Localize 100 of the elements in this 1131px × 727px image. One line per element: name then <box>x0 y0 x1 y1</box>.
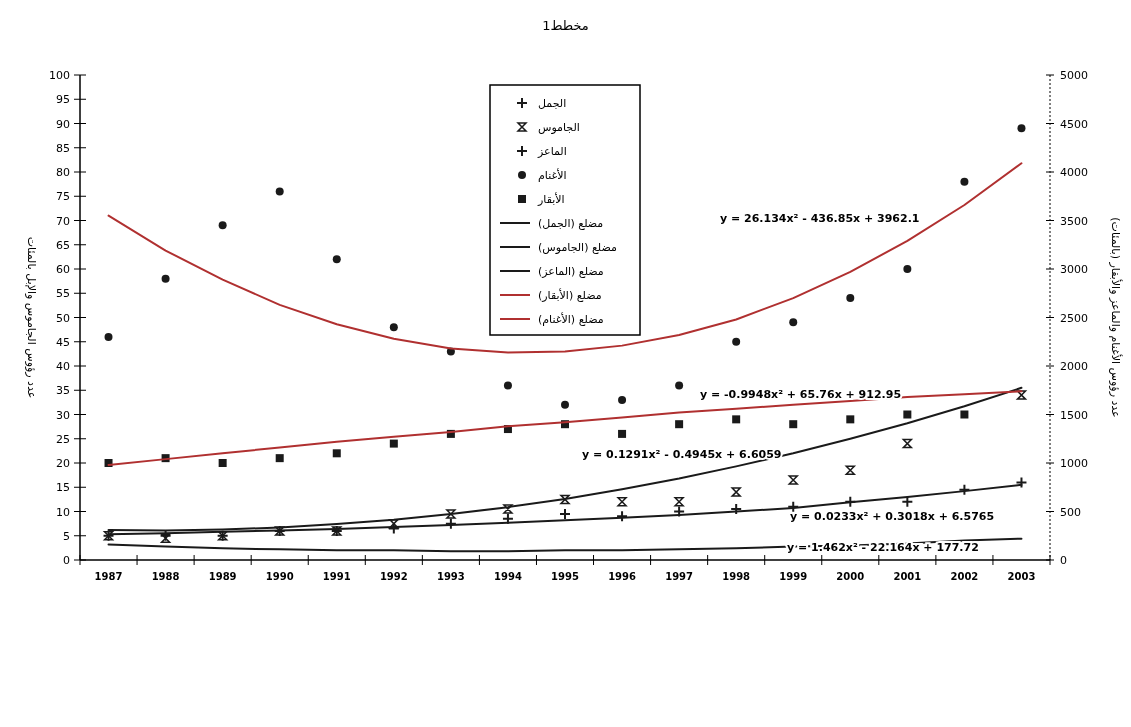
point <box>218 459 227 467</box>
point <box>501 512 514 525</box>
y2-tick-label: 3000 <box>1060 263 1088 276</box>
x-tick-label: 1994 <box>494 571 522 582</box>
point <box>275 454 284 463</box>
point <box>789 318 798 327</box>
y2-tick-label: 4000 <box>1060 166 1088 179</box>
y-axis-title: عدد رؤوس الجاموس والإبل بالمئات <box>25 236 38 399</box>
x-tick-label: 2002 <box>950 571 979 582</box>
y-tick-label: 60 <box>56 263 70 276</box>
point <box>1016 390 1027 400</box>
x-tick-label: 1992 <box>379 571 408 582</box>
point <box>789 420 798 429</box>
y-tick-label: 30 <box>56 408 70 422</box>
y-tick-label: 85 <box>56 141 70 155</box>
point <box>732 337 741 346</box>
y-tick-label: 100 <box>49 69 70 82</box>
point <box>160 533 171 543</box>
point <box>1017 124 1026 133</box>
point <box>731 487 741 497</box>
point <box>618 395 627 404</box>
y-tick-label: 80 <box>56 166 70 179</box>
point <box>503 504 513 514</box>
point <box>787 500 800 513</box>
y2-tick-label: 4500 <box>1060 117 1088 131</box>
point <box>104 332 113 341</box>
point <box>444 517 457 530</box>
y2-tick-label: 5000 <box>1060 69 1088 82</box>
y2-tick-label: 2500 <box>1060 311 1088 325</box>
point <box>616 510 629 523</box>
point <box>389 439 398 448</box>
y-tick-label: 90 <box>56 117 70 131</box>
y-tick-label: 35 <box>56 384 70 398</box>
y-tick-label: 55 <box>56 287 70 301</box>
point <box>618 429 627 438</box>
x-tick-label: 1991 <box>322 571 351 582</box>
x-tick-label: 1998 <box>722 571 751 582</box>
point <box>845 465 856 476</box>
y2-tick-label: 0 <box>1060 554 1067 567</box>
y-tick-label: 40 <box>56 360 70 373</box>
legend-label: الأغنام <box>538 168 567 182</box>
x-tick-label: 1997 <box>665 571 694 582</box>
x-tick-label: 1990 <box>265 571 294 582</box>
x-tick-label: 1989 <box>208 571 237 582</box>
y2-tick-label: 1500 <box>1060 408 1088 422</box>
annotation: y = -0.9948x² + 65.76x + 912.95 <box>700 388 902 401</box>
legend-label: الجاموس <box>538 121 580 134</box>
y-tick-label: 10 <box>56 505 70 519</box>
y-tick-label: 5 <box>63 529 70 543</box>
point <box>275 187 284 196</box>
y-tick-label: 15 <box>56 481 70 495</box>
legend-label: مضلع (الأبقار) <box>538 288 602 302</box>
x-tick-label: 1987 <box>94 571 123 582</box>
point <box>503 381 512 390</box>
legend-label: الجمل <box>538 97 567 110</box>
y-tick-label: 65 <box>56 238 70 252</box>
y2-axis-title: عدد رؤوس الأغنام والماعز والأبقار (بالمئات) <box>1109 217 1123 418</box>
point <box>218 221 227 230</box>
legend-label: مضلع (الجاموس) <box>538 241 617 254</box>
legend-label: الماعز <box>537 145 567 158</box>
point <box>960 410 969 419</box>
y-tick-label: 45 <box>56 335 70 349</box>
x-tick-label: 2003 <box>1007 571 1036 582</box>
point <box>903 410 912 419</box>
point <box>846 415 855 424</box>
point <box>732 415 741 424</box>
point <box>960 177 969 186</box>
point <box>675 420 684 429</box>
y-tick-label: 25 <box>56 432 70 446</box>
annotation: y = 0.1291x² - 0.4945x + 6.6059 <box>582 448 782 461</box>
point <box>673 505 686 518</box>
point <box>561 400 569 409</box>
point <box>446 509 456 519</box>
x-tick-label: 1999 <box>779 571 808 582</box>
point <box>389 323 398 332</box>
y2-tick-label: 3500 <box>1060 214 1088 228</box>
point <box>332 449 341 458</box>
y2-tick-label: 2000 <box>1060 360 1088 373</box>
y2-tick-label: 500 <box>1060 505 1081 519</box>
y-tick-label: 70 <box>56 214 70 228</box>
y-tick-label: 0 <box>63 554 70 567</box>
point <box>674 497 684 507</box>
annotation: y = 0.0233x² + 0.3018x + 6.5765 <box>790 510 995 523</box>
y-tick-label: 75 <box>56 190 70 204</box>
point <box>617 497 627 507</box>
legend-label: مضلع (الأغنام) <box>538 312 604 326</box>
annotation: y = 26.134x² - 436.85x + 3962.1 <box>720 212 920 225</box>
point <box>387 522 400 535</box>
y-tick-label: 50 <box>56 311 70 325</box>
legend-label: مضلع (الماعز) <box>538 265 604 278</box>
y-tick-label: 95 <box>56 93 70 107</box>
point <box>675 381 684 390</box>
line-series <box>107 162 1023 354</box>
y2-tick-label: 1000 <box>1060 457 1088 470</box>
x-tick-label: 1988 <box>151 571 180 582</box>
legend-label: مضلع (الجمل) <box>538 217 604 230</box>
point <box>958 483 971 496</box>
x-tick-label: 1996 <box>608 571 637 582</box>
point <box>332 255 341 264</box>
point <box>902 438 913 449</box>
